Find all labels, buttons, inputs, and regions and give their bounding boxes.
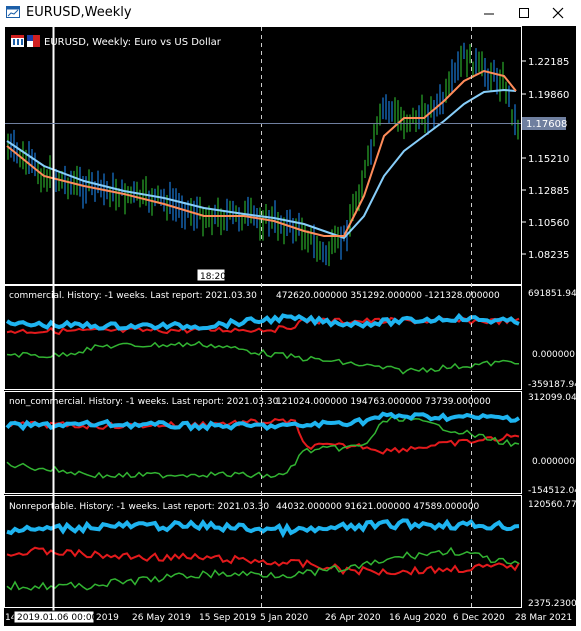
nonreportable-blue-line — [6, 518, 520, 539]
ma-slow-line — [6, 88, 517, 240]
nonreportable-panel[interactable] — [6, 518, 520, 591]
non-commercial-tick: 312099.045 — [528, 393, 576, 403]
crosshair-time-badge — [196, 268, 226, 282]
close-icon[interactable] — [542, 1, 574, 25]
time-label: 16 Aug 2020 — [389, 613, 447, 623]
current-price-badge — [522, 117, 566, 130]
time-label: 28 Mar 2021 — [515, 613, 572, 623]
time-label: 15 Sep 2019 — [199, 613, 256, 623]
commercial-label: commercial. History: -1 weeks. Last repo… — [9, 291, 257, 301]
price-tick: 1.19860 — [528, 90, 569, 101]
minimize-icon[interactable] — [473, 1, 505, 25]
commercial-green-line — [6, 340, 520, 375]
time-axis: 14 2019 26 May 2019 15 Sep 2019 5 Jan 20… — [5, 613, 572, 623]
commercial-blue-line — [5, 312, 520, 331]
chart-header: EURUSD, Weekly: Euro vs US Dollar — [11, 35, 222, 48]
non-commercial-green-line — [6, 415, 520, 479]
non-commercial-values: 121024.000000 194763.000000 73739.000000 — [276, 397, 491, 407]
time-label: 26 Apr 2020 — [325, 613, 381, 623]
time-label: 14 — [5, 613, 17, 623]
price-panel[interactable] — [6, 42, 519, 267]
maximize-icon[interactable] — [508, 1, 540, 25]
price-tick: 1.12885 — [528, 186, 569, 197]
chart-canvas[interactable]: EURUSD, Weekly: Euro vs US Dollar 1.2218… — [4, 26, 581, 626]
price-axis: 1.22185 1.19860 1.15210 1.12885 1.10560 … — [522, 57, 569, 261]
nonreportable-panel-frame — [4, 495, 522, 608]
window-title: EURUSD,Weekly — [26, 5, 132, 20]
non-commercial-panel-frame — [4, 391, 522, 494]
crosshair-time: 18:20 — [200, 272, 226, 282]
nonreportable-red-line — [6, 546, 520, 576]
cursor-date: 2019.01.06 00:00 — [17, 613, 98, 623]
ma-fast-line — [6, 69, 517, 237]
commercial-tick: 0.000000 — [532, 350, 575, 360]
time-label: 2019 — [96, 613, 119, 623]
commercial-panel[interactable] — [5, 312, 520, 375]
commercial-tick: -359187.940 — [528, 380, 576, 390]
time-label: 26 May 2019 — [132, 613, 191, 623]
non-commercial-blue-line — [5, 411, 521, 432]
non-commercial-panel[interactable] — [5, 411, 521, 479]
non-commercial-tick: -154512.045 — [528, 486, 576, 496]
price-tick: 1.08235 — [528, 250, 569, 261]
nonreportable-tick: 2375.230000 — [528, 599, 576, 609]
commercial-tick: 691851.940 — [528, 289, 576, 299]
non-commercial-tick: 0.000000 — [532, 457, 575, 467]
price-tick: 1.22185 — [528, 57, 569, 68]
nonreportable-green-line — [6, 546, 520, 591]
nonreportable-values: 44032.000000 91621.000000 47589.000000 — [276, 502, 480, 512]
nonreportable-tick: 120560.770 — [528, 500, 576, 510]
price-panel-frame — [4, 26, 522, 285]
window-titlebar[interactable]: EURUSD,Weekly — [0, 0, 581, 26]
time-label: 6 Dec 2020 — [453, 613, 505, 623]
chart-window-icon — [6, 6, 20, 18]
chart-area[interactable]: EURUSD, Weekly: Euro vs US Dollar 1.2218… — [4, 26, 581, 626]
commercial-panel-frame — [4, 285, 522, 390]
nonreportable-label: Nonreportable. History: -1 weeks. Last r… — [9, 502, 269, 512]
commercial-values: 472620.000000 351292.000000 -121328.0000… — [276, 291, 500, 301]
cursor-date-badge — [13, 610, 95, 624]
current-price-label: 1.17608 — [526, 119, 567, 130]
price-tick: 1.15210 — [528, 154, 569, 165]
indicator-axes: 691851.940 0.000000 -359187.940 312099.0… — [528, 289, 581, 609]
time-label: 5 Jan 2020 — [260, 613, 308, 623]
non-commercial-label: non_commercial. History: -1 weeks. Last … — [9, 397, 279, 407]
chart-header-text: EURUSD, Weekly: Euro vs US Dollar — [44, 37, 222, 48]
price-tick: 1.10560 — [528, 218, 569, 229]
